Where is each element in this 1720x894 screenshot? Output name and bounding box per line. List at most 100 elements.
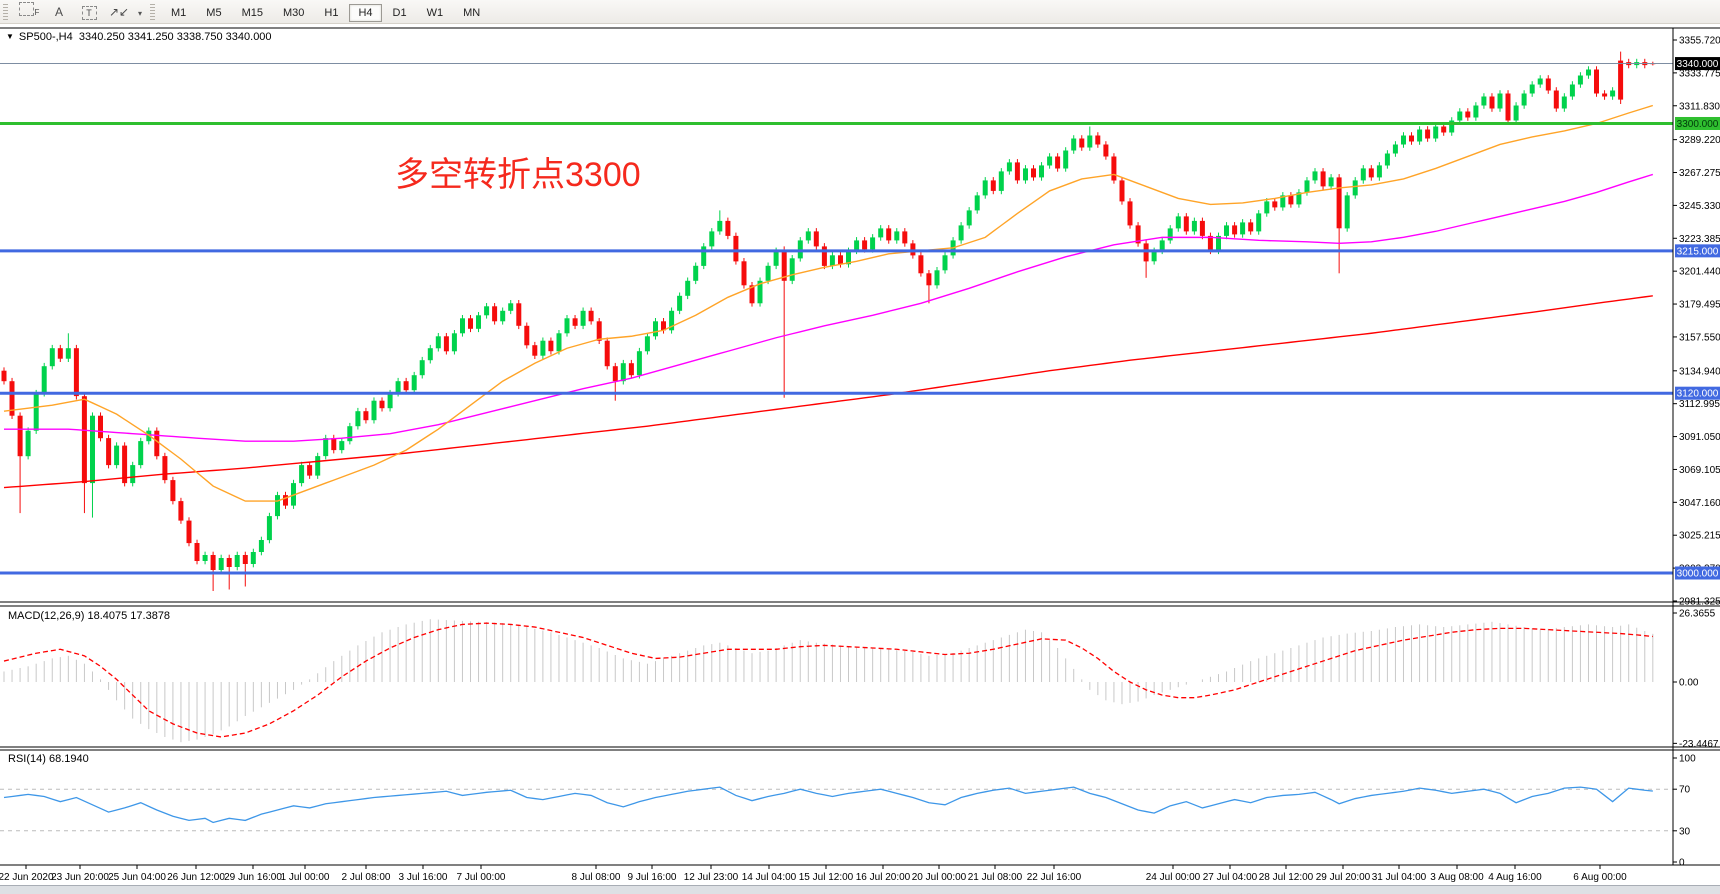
svg-text:28 Jul 12:00: 28 Jul 12:00 <box>1259 872 1314 883</box>
ohlc-values: 3340.250 3341.250 3338.750 3340.000 <box>78 31 272 43</box>
svg-text:3157.550: 3157.550 <box>1679 332 1720 343</box>
svg-text:3120.000: 3120.000 <box>1677 389 1719 400</box>
svg-text:3355.720: 3355.720 <box>1679 36 1720 47</box>
svg-text:23 Jun 20:00: 23 Jun 20:00 <box>51 872 109 883</box>
svg-text:3215.000: 3215.000 <box>1677 246 1719 257</box>
dotted-frame-icon <box>18 2 34 17</box>
svg-text:29 Jun 16:00: 29 Jun 16:00 <box>224 872 282 883</box>
horizontal-level-lines <box>0 63 1673 575</box>
svg-text:21 Jul 08:00: 21 Jul 08:00 <box>968 872 1023 883</box>
toolbar-grip-2[interactable] <box>150 3 155 20</box>
svg-text:12 Jul 23:00: 12 Jul 23:00 <box>684 872 739 883</box>
svg-text:0: 0 <box>1679 858 1685 869</box>
svg-text:3267.275: 3267.275 <box>1679 168 1720 179</box>
macd-indicator-label: MACD(12,26,9) 18.4075 17.3878 <box>8 610 171 622</box>
panel-borders <box>0 27 1720 866</box>
dotted-frame-f-icon[interactable]: F <box>16 0 42 19</box>
svg-text:3134.940: 3134.940 <box>1679 366 1720 377</box>
text-label-icon[interactable]: A <box>54 5 63 20</box>
svg-text:31 Jul 04:00: 31 Jul 04:00 <box>1372 872 1427 883</box>
svg-text:20 Jul 00:00: 20 Jul 00:00 <box>912 872 967 883</box>
svg-text:27 Jul 04:00: 27 Jul 04:00 <box>1203 872 1258 883</box>
svg-text:3179.495: 3179.495 <box>1679 300 1720 311</box>
timeframe-m5[interactable]: M5 <box>206 6 222 19</box>
timeframe-w1[interactable]: W1 <box>426 6 444 19</box>
svg-text:30: 30 <box>1679 826 1691 837</box>
svg-text:24 Jul 00:00: 24 Jul 00:00 <box>1146 872 1201 883</box>
rsi-panel <box>0 786 1673 832</box>
timeframe-m30[interactable]: M30 <box>282 6 305 19</box>
toolbar-grip[interactable] <box>3 3 8 20</box>
timeframe-h1[interactable]: H1 <box>324 6 339 19</box>
svg-text:3289.220: 3289.220 <box>1679 135 1720 146</box>
svg-text:26 Jun 12:00: 26 Jun 12:00 <box>167 872 225 883</box>
chart-canvas[interactable]: 3355.720 3333.775 3311.830 3289.220 3267.275… <box>0 24 1720 894</box>
svg-text:16 Jul 20:00: 16 Jul 20:00 <box>856 872 911 883</box>
symbol-period-label: SP500-,H4 <box>18 31 73 43</box>
svg-text:0.00: 0.00 <box>1679 678 1699 689</box>
price-badge <box>1675 244 1720 258</box>
price-axis: 3355.720 3333.775 3311.830 3289.220 3267.275… <box>1673 36 1720 607</box>
svg-text:3333.775: 3333.775 <box>1679 68 1720 79</box>
svg-text:3069.105: 3069.105 <box>1679 465 1720 476</box>
svg-text:3112.995: 3112.995 <box>1679 399 1720 410</box>
top-toolbar: F A T ↗↙ ▾ M1 M5 M15 M30 H1 H4 D1 W1 MN <box>0 0 1720 24</box>
text-box-icon[interactable]: T <box>76 3 102 23</box>
collapse-triangle-icon[interactable]: ▼ <box>6 32 14 41</box>
svg-text:70: 70 <box>1679 785 1691 796</box>
drawing-tools-group: F A T ↗↙ ▾ <box>14 0 147 24</box>
svg-text:22 Jul 16:00: 22 Jul 16:00 <box>1027 872 1082 883</box>
svg-text:3091.050: 3091.050 <box>1679 432 1720 443</box>
svg-text:8 Jul 08:00: 8 Jul 08:00 <box>572 872 621 883</box>
svg-text:2 Jul 08:00: 2 Jul 08:00 <box>342 872 391 883</box>
svg-text:3047.160: 3047.160 <box>1679 498 1720 509</box>
price-badge <box>1675 57 1720 71</box>
horizontal-scrollbar[interactable] <box>0 885 1720 894</box>
svg-text:22 Jun 2020: 22 Jun 2020 <box>0 872 54 883</box>
price-badge <box>1675 566 1720 580</box>
svg-text:14 Jul 04:00: 14 Jul 04:00 <box>742 872 797 883</box>
timeframe-m15[interactable]: M15 <box>241 6 263 19</box>
svg-text:3025.215: 3025.215 <box>1679 531 1720 542</box>
svg-text:3 Jul 16:00: 3 Jul 16:00 <box>399 872 448 883</box>
timeframe-mn[interactable]: MN <box>463 6 481 19</box>
chart-title: ▼ SP500-,H4 3340.250 3341.250 3338.750 33… <box>6 31 272 43</box>
moving-averages <box>3 104 1654 502</box>
timeframe-d1[interactable]: D1 <box>392 6 407 19</box>
rsi-indicator-label: RSI(14) 68.1940 <box>8 753 89 765</box>
svg-text:3300.000: 3300.000 <box>1677 119 1719 130</box>
svg-text:3245.330: 3245.330 <box>1679 201 1720 212</box>
svg-text:100: 100 <box>1679 754 1696 765</box>
svg-text:29 Jul 20:00: 29 Jul 20:00 <box>1316 872 1371 883</box>
svg-text:3223.385: 3223.385 <box>1679 234 1720 245</box>
price-badge <box>1675 386 1720 400</box>
diagonal-arrows-icon[interactable]: ↗↙ <box>108 5 130 20</box>
candlestick-series <box>1 51 1656 591</box>
svg-text:-23.4467: -23.4467 <box>1679 739 1719 750</box>
dropdown-caret-icon[interactable]: ▾ <box>137 9 142 19</box>
timeframe-h4[interactable]: H4 <box>349 3 382 22</box>
indicator-axes: 26.3655 0.00 -23.4467 100 70 30 0 <box>1673 609 1719 869</box>
svg-text:15 Jul 12:00: 15 Jul 12:00 <box>799 872 854 883</box>
svg-text:3311.830: 3311.830 <box>1679 101 1720 112</box>
svg-text:6 Aug 00:00: 6 Aug 00:00 <box>1573 872 1627 883</box>
macd-signal-line <box>3 622 1653 738</box>
svg-text:4 Aug 16:00: 4 Aug 16:00 <box>1488 872 1542 883</box>
macd-panel <box>3 619 1654 743</box>
rsi-line <box>3 786 1653 824</box>
svg-text:3 Aug 08:00: 3 Aug 08:00 <box>1430 872 1484 883</box>
svg-text:9 Jul 16:00: 9 Jul 16:00 <box>628 872 677 883</box>
svg-text:25 Jun 04:00: 25 Jun 04:00 <box>108 872 166 883</box>
svg-text:1 Jul 00:00: 1 Jul 00:00 <box>281 872 330 883</box>
svg-text:26.3655: 26.3655 <box>1679 609 1716 620</box>
svg-text:7 Jul 00:00: 7 Jul 00:00 <box>457 872 506 883</box>
annotation-text[interactable]: 多空转折点3300 <box>395 156 641 194</box>
svg-text:2981.325: 2981.325 <box>1679 596 1720 607</box>
svg-text:3201.440: 3201.440 <box>1679 267 1720 278</box>
svg-text:3000.000: 3000.000 <box>1677 568 1719 579</box>
timeframe-m1[interactable]: M1 <box>171 6 187 19</box>
price-badge <box>1675 116 1720 130</box>
timeframe-buttons: M1 M5 M15 M30 H1 H4 D1 W1 MN <box>161 3 490 22</box>
svg-text:3340.000: 3340.000 <box>1677 59 1719 70</box>
